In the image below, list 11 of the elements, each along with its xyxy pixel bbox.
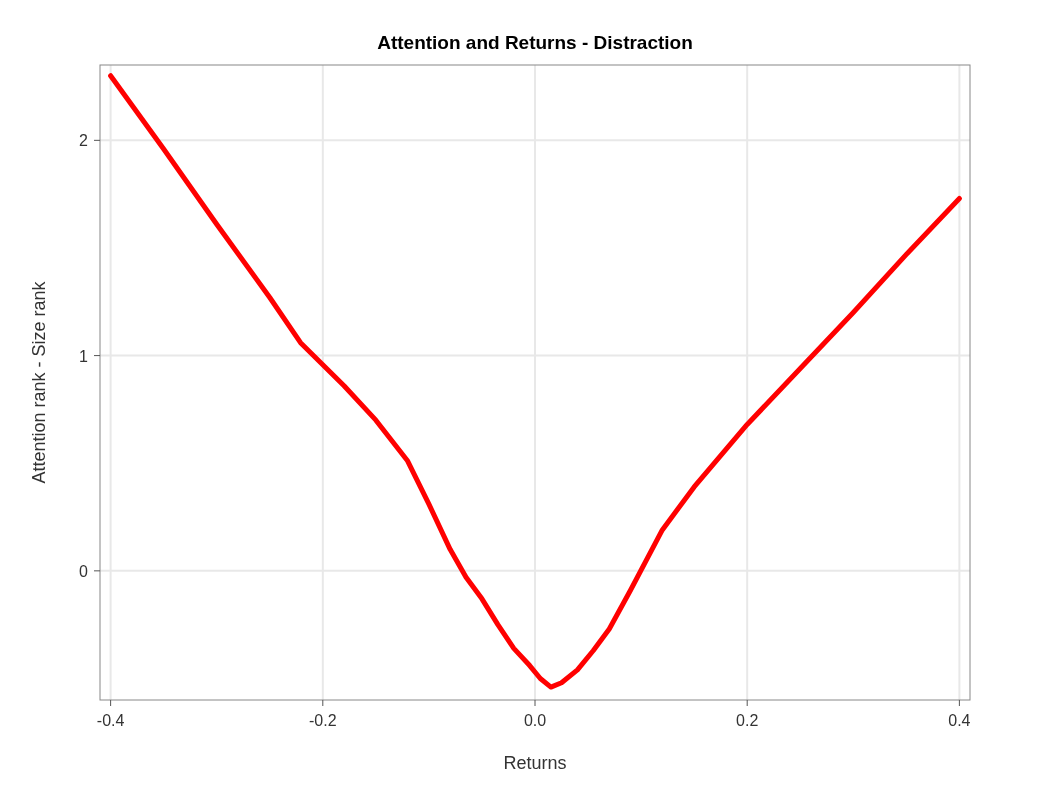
- y-tick-label: 2: [79, 132, 89, 150]
- y-tick-label: 0: [79, 562, 89, 580]
- x-tick-label: 0.2: [736, 712, 759, 729]
- y-axis-title: Attention rank - Size rank: [29, 280, 49, 484]
- x-tick-label: -0.4: [96, 712, 125, 729]
- chart-title: Attention and Returns - Distraction: [377, 32, 693, 53]
- x-axis-title: Returns: [503, 753, 567, 773]
- y-tick-label: 1: [79, 347, 89, 365]
- x-tick-label: 0.4: [948, 712, 971, 729]
- x-tick-label: -0.2: [309, 712, 337, 729]
- x-tick-label: 0.0: [523, 712, 547, 729]
